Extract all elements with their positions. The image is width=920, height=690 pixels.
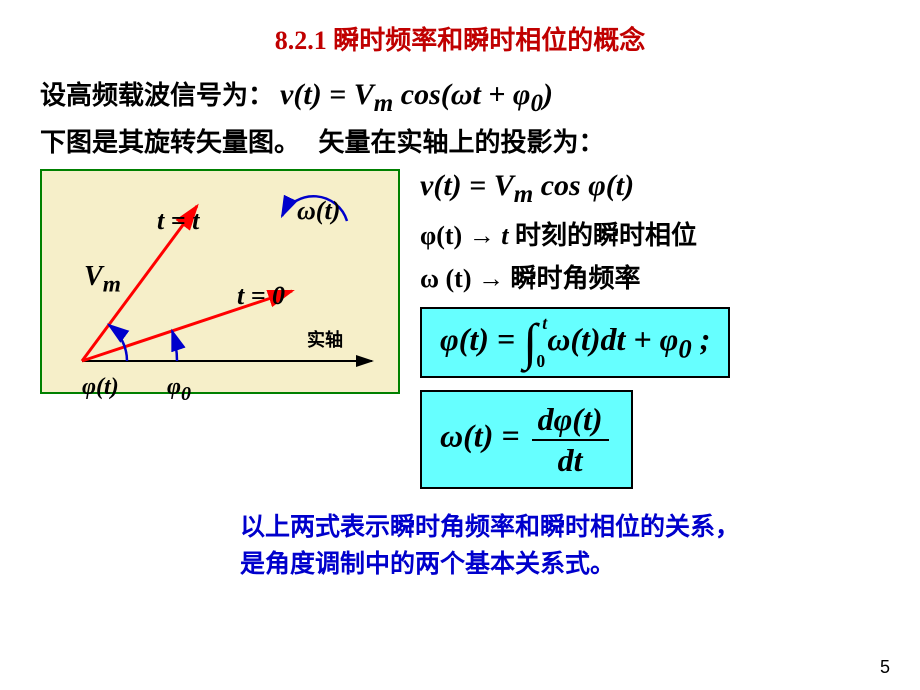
label-phi-t: φ(t): [82, 374, 119, 401]
middle-row: t = t t = 0 Vm ω(t) 实轴 φ(t) φ0 v(t) = Vm…: [40, 169, 880, 495]
line1-prefix: 设高频载波信号为：: [40, 75, 274, 112]
section-title: 8.2.1 瞬时频率和瞬时相位的概念: [40, 20, 880, 57]
phi-description: φ(t) → t 时刻的瞬时相位: [420, 215, 880, 252]
page-number: 5: [880, 657, 890, 678]
line2-a: 下图是其旋转矢量图。: [40, 128, 300, 157]
equation-box-omega: ω(t) = dφ(t)dt: [420, 390, 633, 489]
omega-description: ω (t) → 瞬时角频率: [420, 258, 880, 295]
bottom-line2: 是角度调制中的两个基本关系式。: [240, 546, 880, 584]
label-omega-t: ω(t): [297, 196, 340, 226]
label-real-axis: 实轴: [307, 326, 343, 352]
label-t-eq-t: t = t: [157, 206, 199, 236]
label-t-eq-0: t = 0: [237, 281, 285, 311]
bottom-summary: 以上两式表示瞬时角频率和瞬时相位的关系， 是角度调制中的两个基本关系式。: [240, 509, 880, 584]
right-column: v(t) = Vm cos φ(t) φ(t) → t 时刻的瞬时相位 ω (t…: [420, 169, 880, 495]
line2: 下图是其旋转矢量图。 矢量在实轴上的投影为：: [40, 122, 880, 159]
line2-b: 矢量在实轴上的投影为：: [319, 128, 605, 157]
slide-page: 8.2.1 瞬时频率和瞬时相位的概念 设高频载波信号为： v(t) = Vm c…: [0, 0, 920, 690]
phasor-diagram: t = t t = 0 Vm ω(t) 实轴 φ(t) φ0: [40, 169, 400, 394]
bottom-line1: 以上两式表示瞬时角频率和瞬时相位的关系，: [240, 509, 880, 547]
equation-vt: v(t) = Vm cos φ(t): [420, 169, 880, 209]
equation-box-phi: φ(t) = ∫t0 ω(t)dt + φ0 ;: [420, 307, 730, 378]
label-phi-0: φ0: [167, 374, 191, 406]
line1: 设高频载波信号为： v(t) = Vm cos(ωt + φ0): [40, 75, 880, 118]
title-text: 8.2.1 瞬时频率和瞬时相位的概念: [275, 26, 646, 55]
label-vm: Vm: [84, 261, 121, 299]
line1-equation: v(t) = Vm cos(ωt + φ0): [280, 78, 553, 118]
